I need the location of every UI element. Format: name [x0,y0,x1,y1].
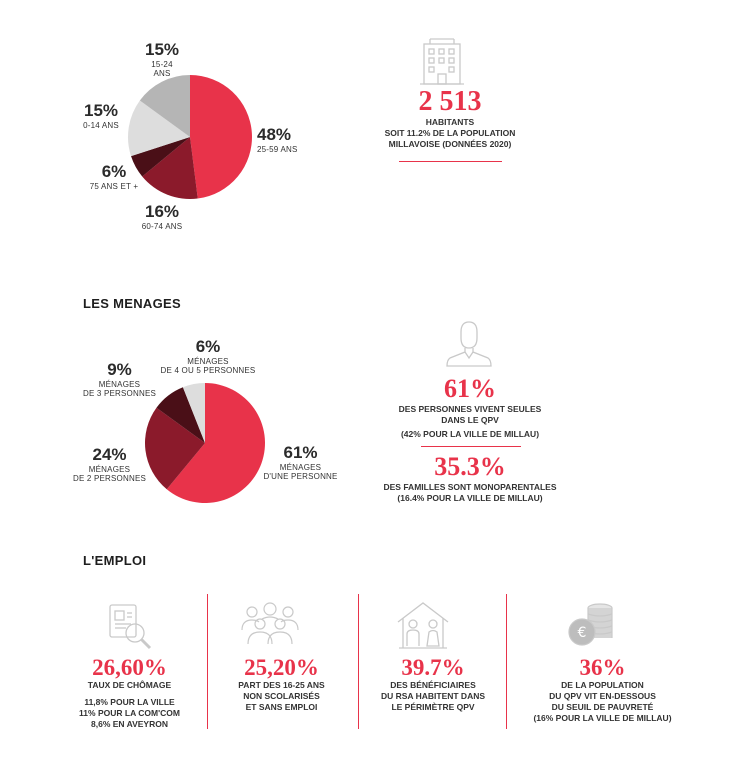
age-label-25-59: 48% 25-59 ANS [257,125,298,154]
pie-slice-m-nages-de-2-personnes [145,407,205,490]
age-pie-chart [128,75,252,199]
population-divider [399,161,502,162]
menages-stat-alone: 61% DES PERSONNES VIVENT SEULES DANS LE … [398,374,542,440]
age-label-15-24: 15% 15-24 ANS [144,40,180,78]
pie-slice-15-24-ans [139,75,190,137]
section-title-menages: LES MENAGES [83,296,181,311]
euro-coins-icon: € [568,603,613,646]
pie-slice-m-nages-de-3-personnes [156,387,205,443]
cv-magnifier-icon [109,604,152,650]
emploi-stat-chomage: 26,60% TAUX DE CHÔMAGE 11,8% POUR LA VIL… [79,655,180,730]
emploi-divider-3 [506,594,507,729]
family-house-icon [397,602,449,649]
pie-slice-m-nages-d-une-personne [166,383,265,503]
pie-slice-75-ans-et- [131,137,190,177]
pie-slice-60-74-ans [142,137,198,199]
pie-slice-25-59-ans [190,75,252,199]
person-icon [446,321,492,367]
building-icon [420,38,464,85]
section-title-emploi: L'EMPLOI [83,553,147,568]
pie-slice-0-14-ans [128,100,190,157]
emploi-stat-pauvrete: 36% DE LA POPULATION DU QPV VIT EN-DESSO… [533,655,672,724]
pie-slice-m-nages-de-4-ou-5-personnes [182,383,205,443]
menages-stat-monoparentales: 35.3% DES FAMILLES SONT MONOPARENTALES (… [383,452,557,504]
age-label-60-74: 16% 60-74 ANS [141,202,183,231]
emploi-divider-1 [207,594,208,729]
menages-label-4-5: 6% MÉNAGES DE 4 OU 5 PERSONNES [160,337,256,375]
menages-label-2: 24% MÉNAGES DE 2 PERSONNES [72,445,147,483]
group-icon [241,602,299,645]
emploi-stat-jeunes: 25,20% PART DES 16-25 ANS NON SCOLARISÉS… [238,655,325,713]
menages-divider [421,446,521,447]
emploi-stat-rsa: 39.7% DES BÉNÉFICIAIRES DU RSA HABITENT … [380,655,486,713]
menages-pie-chart [145,383,265,503]
population-number: 2 513 [418,86,482,117]
age-label-0-14: 15% 0-14 ANS [83,101,119,130]
age-label-75plus: 6% 75 ANS ET + [89,162,139,191]
svg-text:€: € [578,625,587,641]
menages-label-3: 9% MÉNAGES DE 3 PERSONNES [82,360,157,398]
emploi-divider-2 [358,594,359,729]
population-stat: 2 513 HABITANTS SOIT 11.2% DE LA POPULAT… [350,88,550,150]
menages-label-1: 61% MÉNAGES D'UNE PERSONNE [263,443,338,481]
